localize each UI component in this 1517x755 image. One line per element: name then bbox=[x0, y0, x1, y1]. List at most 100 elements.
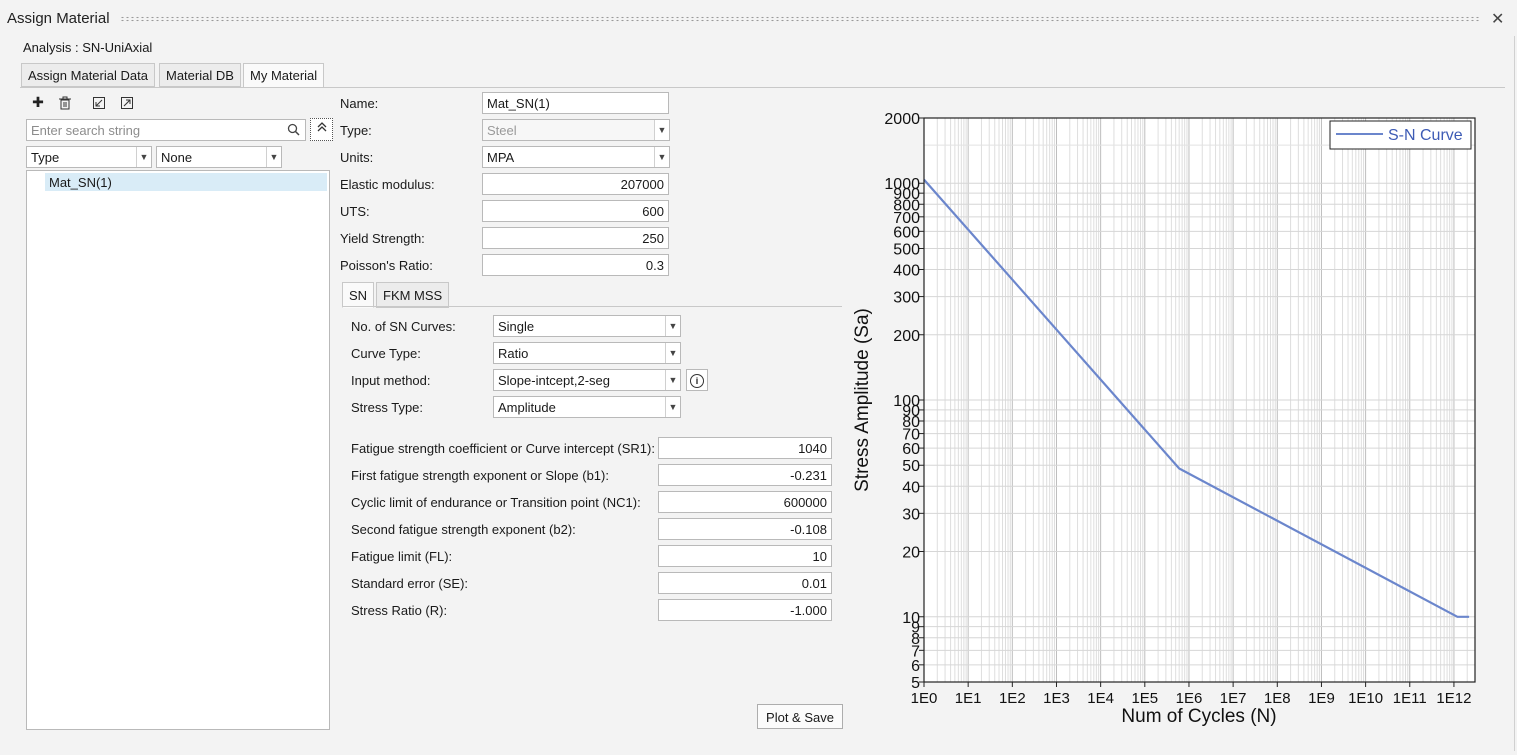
type-filter-value: Type bbox=[31, 150, 60, 165]
collapse-button[interactable] bbox=[310, 118, 333, 141]
stress-type-value: Amplitude bbox=[498, 400, 556, 415]
poisson-ratio-label: Poisson's Ratio: bbox=[340, 258, 433, 273]
tab-fkm-mss[interactable]: FKM MSS bbox=[376, 282, 450, 308]
plot-save-button[interactable]: Plot & Save bbox=[757, 704, 843, 729]
tab-my-material[interactable]: My Material bbox=[243, 63, 325, 88]
y-tick-label: 400 bbox=[893, 263, 920, 280]
x-axis-label: Num of Cycles (N) bbox=[1121, 706, 1276, 727]
y-tick-label: 9 bbox=[911, 620, 920, 637]
ticks: 1E0 1E1 1E2 1E3 1E4 1E5 1E6 1E7 1E8 1E9 1E10 1E11 1E… bbox=[884, 111, 1471, 707]
fl-label: Fatigue limit (FL): bbox=[351, 549, 453, 564]
stress-ratio-field[interactable]: -1.000 bbox=[658, 599, 832, 621]
delete-icon[interactable] bbox=[55, 94, 75, 112]
tab-assign-material-data[interactable]: Assign Material Data bbox=[21, 63, 155, 87]
type-filter-select[interactable]: Type ▼ bbox=[26, 146, 152, 168]
curve-type-value: Ratio bbox=[498, 346, 529, 361]
tab-divider bbox=[20, 87, 1505, 88]
series bbox=[923, 178, 1470, 618]
chevron-down-icon: ▼ bbox=[665, 343, 680, 363]
y-tick-label: 30 bbox=[902, 506, 920, 523]
x-tick-label: 1E11 bbox=[1393, 690, 1427, 707]
uts-label: UTS: bbox=[340, 204, 370, 219]
sn-curve-line bbox=[923, 178, 1470, 618]
input-method-value: Slope-intcept,2-seg bbox=[498, 373, 611, 388]
x-tick-label: 1E3 bbox=[1043, 690, 1070, 707]
y-tick-label: 20 bbox=[902, 545, 920, 562]
add-icon[interactable]: ✚ bbox=[32, 94, 44, 110]
se-field[interactable]: 0.01 bbox=[658, 572, 832, 594]
curve-type-select[interactable]: Ratio ▼ bbox=[493, 342, 681, 364]
y-axis-label: Stress Amplitude (Sa) bbox=[852, 308, 873, 492]
chevron-down-icon: ▼ bbox=[665, 397, 680, 417]
x-tick-label: 1E7 bbox=[1220, 690, 1247, 707]
none-filter-value: None bbox=[161, 150, 193, 165]
b1-field[interactable]: -0.231 bbox=[658, 464, 832, 486]
se-label: Standard error (SE): bbox=[351, 576, 469, 591]
y-tick-label: 6 bbox=[911, 658, 920, 675]
material-list[interactable]: Mat_SN(1) bbox=[26, 170, 330, 730]
sr1-label: Fatigue strength coefficient or Curve in… bbox=[351, 441, 655, 456]
y-tick-label: 900 bbox=[893, 186, 920, 203]
x-tick-label: 1E9 bbox=[1308, 690, 1335, 707]
fl-field[interactable]: 10 bbox=[658, 545, 832, 567]
b2-label: Second fatigue strength exponent (b2): bbox=[351, 522, 576, 537]
stress-type-select[interactable]: Amplitude ▼ bbox=[493, 396, 681, 418]
units-select[interactable]: MPA ▼ bbox=[482, 146, 670, 168]
none-filter-select[interactable]: None ▼ bbox=[156, 146, 282, 168]
name-field[interactable]: Mat_SN(1) bbox=[482, 92, 669, 114]
sn-curve-chart: 1E0 1E1 1E2 1E3 1E4 1E5 1E6 1E7 1E8 1E9 1E10 1E11 1E… bbox=[852, 111, 1476, 727]
yield-strength-label: Yield Strength: bbox=[340, 231, 425, 246]
num-curves-select[interactable]: Single ▼ bbox=[493, 315, 681, 337]
tab-sn[interactable]: SN bbox=[342, 282, 375, 308]
x-tick-label: 1E6 bbox=[1176, 690, 1203, 707]
window-title: Assign Material bbox=[7, 10, 110, 27]
name-label: Name: bbox=[340, 96, 379, 111]
input-method-select[interactable]: Slope-intcept,2-seg ▼ bbox=[493, 369, 681, 391]
y-tick-label: 5 bbox=[911, 675, 920, 692]
elastic-modulus-field[interactable]: 207000 bbox=[482, 173, 669, 195]
tab-material-db[interactable]: Material DB bbox=[159, 63, 241, 87]
chevron-down-icon: ▼ bbox=[266, 147, 281, 167]
x-tick-label: 1E0 bbox=[911, 690, 938, 707]
type-value: Steel bbox=[487, 123, 517, 138]
y-tick-label: 8 bbox=[911, 631, 920, 648]
import-icon[interactable] bbox=[89, 94, 109, 112]
y-tick-label: 50 bbox=[902, 458, 920, 475]
sr1-field[interactable]: 1040 bbox=[658, 437, 832, 459]
y-tick-label: 60 bbox=[902, 441, 920, 458]
y-tick-label: 70 bbox=[902, 427, 920, 444]
window-border bbox=[1514, 36, 1515, 751]
y-tick-label: 500 bbox=[893, 241, 920, 258]
uts-field[interactable]: 600 bbox=[482, 200, 669, 222]
drag-handle[interactable] bbox=[120, 16, 1480, 22]
num-curves-value: Single bbox=[498, 319, 535, 334]
y-tick-label: 90 bbox=[902, 403, 920, 420]
curve-type-label: Curve Type: bbox=[351, 346, 421, 361]
chevron-down-icon: ▼ bbox=[136, 147, 151, 167]
nc1-field[interactable]: 600000 bbox=[658, 491, 832, 513]
elastic-modulus-label: Elastic modulus: bbox=[340, 177, 435, 192]
info-button[interactable]: i bbox=[686, 369, 708, 391]
close-icon[interactable]: ✕ bbox=[1491, 11, 1505, 28]
y-tick-label: 10 bbox=[902, 610, 920, 627]
x-tick-label: 1E10 bbox=[1348, 690, 1383, 707]
nc1-label: Cyclic limit of endurance or Transition … bbox=[351, 495, 641, 510]
list-item[interactable]: Mat_SN(1) bbox=[45, 173, 327, 191]
y-tick-label: 100 bbox=[893, 393, 920, 410]
export-icon[interactable] bbox=[117, 94, 137, 112]
search-icon[interactable] bbox=[287, 123, 300, 139]
y-tick-label: 300 bbox=[893, 290, 920, 307]
search-input[interactable]: Enter search string bbox=[26, 119, 306, 141]
b2-field[interactable]: -0.108 bbox=[658, 518, 832, 540]
analysis-label: Analysis : SN-UniAxial bbox=[23, 40, 153, 55]
units-label: Units: bbox=[340, 150, 374, 165]
x-tick-label: 1E8 bbox=[1264, 690, 1291, 707]
type-select[interactable]: Steel ▼ bbox=[482, 119, 670, 141]
legend: S-N Curve bbox=[1329, 120, 1472, 150]
poisson-ratio-field[interactable]: 0.3 bbox=[482, 254, 669, 276]
chevron-down-icon: ▼ bbox=[654, 120, 669, 140]
yield-strength-field[interactable]: 250 bbox=[482, 227, 669, 249]
x-tick-label: 1E12 bbox=[1436, 690, 1471, 707]
y-tick-label: 600 bbox=[893, 224, 920, 241]
b1-label: First fatigue strength exponent or Slope… bbox=[351, 468, 609, 483]
